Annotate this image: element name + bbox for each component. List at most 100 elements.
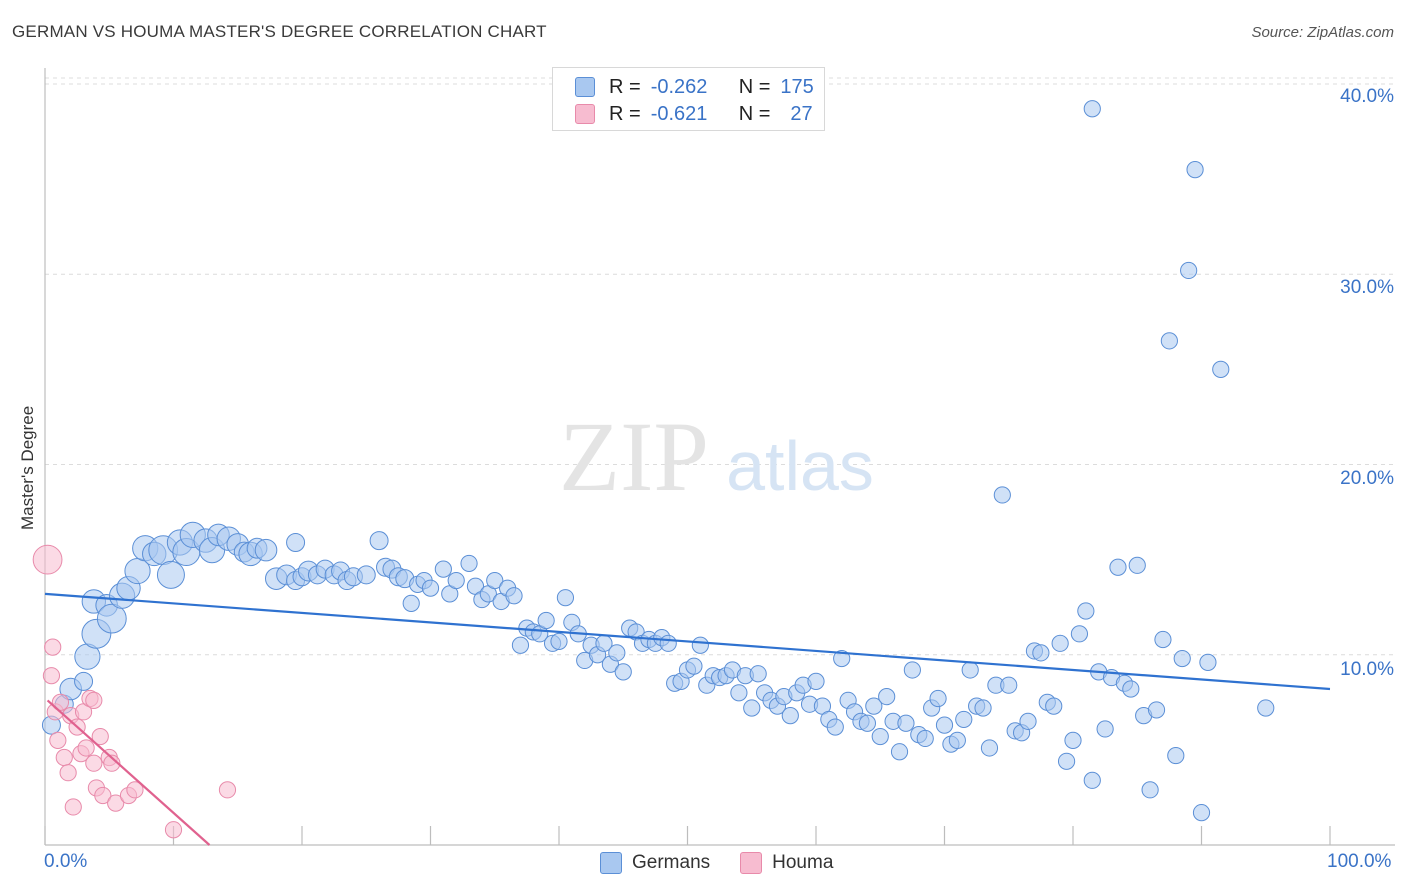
houma-point (91, 727, 109, 746)
houma-point (94, 786, 112, 805)
houma-point (32, 544, 63, 575)
germans-point (1167, 746, 1185, 765)
germans-point (156, 560, 185, 589)
legend-n-label: N = (738, 75, 771, 98)
y-tick-label: 30.0% (1340, 277, 1394, 298)
germans-point (871, 727, 889, 746)
legend-swatch-germans (575, 77, 595, 97)
y-tick-label: 20.0% (1340, 468, 1394, 489)
germans-point (1122, 680, 1140, 698)
houma-trend-line (46, 699, 211, 846)
germans-point (1212, 360, 1230, 378)
germans-point (890, 743, 909, 761)
axes (44, 68, 1395, 846)
trend-lines (44, 592, 1331, 846)
houma-point (44, 638, 62, 656)
series-legend: Germans Houma (600, 852, 863, 874)
germans-point (486, 571, 504, 590)
watermark: ZIP atlas (559, 401, 874, 512)
germans-point (1154, 630, 1172, 649)
legend-swatch-germans (600, 852, 622, 874)
germans-point (955, 710, 973, 729)
germans-point (1192, 804, 1211, 822)
germans-point (743, 699, 761, 717)
houma-point (64, 798, 82, 816)
germans-point (460, 554, 478, 573)
germans-point (691, 636, 709, 654)
legend-item-germans[interactable]: Germans (600, 852, 710, 874)
germans-point (1019, 712, 1037, 730)
chart-title: GERMAN VS HOUMA MASTER'S DEGREE CORRELAT… (12, 22, 547, 41)
houma-point (55, 748, 73, 767)
legend-n-value: 175 (780, 75, 814, 98)
germans-point (980, 739, 999, 757)
germans-point (286, 533, 306, 553)
germans-point (1083, 100, 1101, 118)
chart-source: Source: ZipAtlas.com (1251, 24, 1394, 41)
germans-point (685, 657, 703, 675)
germans-point (1186, 161, 1204, 179)
germans-point (421, 579, 440, 597)
houma-points (32, 544, 237, 839)
germans-point (826, 718, 844, 736)
germans-point (608, 644, 626, 662)
germans-point (858, 714, 877, 732)
germans-point (993, 486, 1011, 504)
germans-point (749, 665, 767, 683)
germans-point (781, 707, 799, 725)
legend-swatch-houma (575, 104, 595, 124)
germans-point (1000, 676, 1018, 694)
germans-point (1070, 625, 1089, 643)
germans-point (537, 611, 555, 630)
germans-point (1109, 558, 1127, 576)
germans-point (356, 565, 376, 585)
legend-row-germans: R = -0.262 N = 175 (575, 75, 814, 99)
y-tick-label: 40.0% (1340, 86, 1394, 107)
germans-point (556, 589, 575, 607)
germans-point (1199, 653, 1217, 671)
germans-point (961, 661, 979, 679)
houma-point (218, 781, 237, 799)
watermark-zip: ZIP (559, 401, 709, 512)
germans-point (254, 538, 278, 562)
germans-point (897, 714, 915, 732)
legend-r-value: -0.621 (650, 102, 708, 125)
germans-point (369, 531, 389, 551)
germans-point (903, 661, 921, 679)
germans-point (1160, 332, 1178, 350)
germans-point (1064, 731, 1082, 749)
germans-point (1257, 699, 1275, 717)
germans-point (1032, 644, 1050, 662)
germans-point (948, 731, 966, 749)
germans-point (1128, 556, 1146, 574)
germans-trend-line (44, 592, 1331, 691)
germans-point (402, 594, 420, 612)
germans-point (1083, 771, 1101, 789)
germans-point (916, 729, 934, 748)
houma-point (49, 731, 67, 749)
houma-point (77, 739, 95, 757)
houma-point (107, 794, 125, 812)
y-axis-label: Master's Degree (18, 405, 37, 530)
germans-point (96, 603, 127, 634)
germans-point (1141, 781, 1159, 799)
germans-point (833, 649, 851, 668)
germans-point (1096, 720, 1114, 738)
legend-item-houma[interactable]: Houma (740, 852, 833, 874)
germans-point (935, 716, 954, 734)
germans-point (1180, 261, 1198, 280)
germans-point (1173, 649, 1191, 668)
x-tick-label-min: 0.0% (44, 851, 88, 872)
germans-point (865, 697, 883, 715)
houma-point (59, 764, 77, 782)
legend-swatch-houma (740, 852, 763, 874)
germans-point (505, 587, 523, 605)
legend-n-value: 27 (790, 102, 813, 125)
germans-point (1147, 701, 1166, 719)
germans-point (1045, 697, 1063, 715)
germans-point (1077, 602, 1095, 620)
houma-point (85, 754, 103, 772)
legend-n-label: N = (738, 102, 771, 125)
legend-r-label: R = (609, 75, 641, 98)
